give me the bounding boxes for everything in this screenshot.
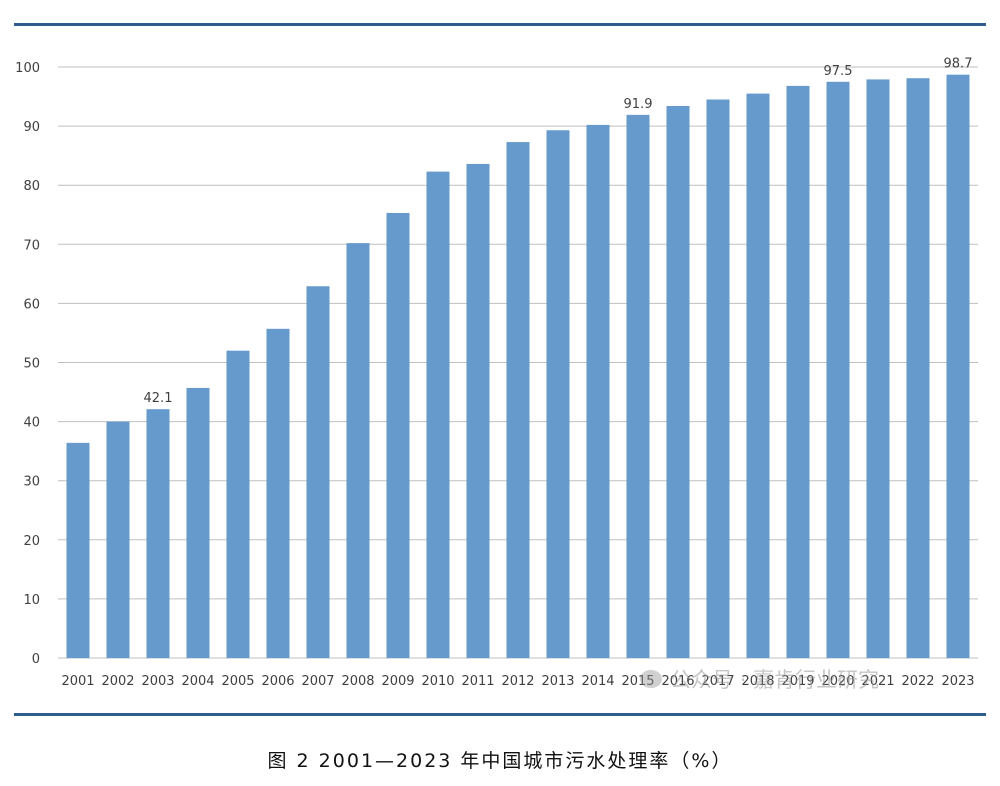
bar-2007 <box>306 286 330 658</box>
x-tick-label: 2004 <box>181 674 214 689</box>
bar-2003 <box>146 409 170 658</box>
watermark-text: 公众号 · 嘉肯行业研究 <box>670 668 880 692</box>
y-tick-label: 80 <box>23 179 40 194</box>
data-label-2020: 97.5 <box>824 64 853 79</box>
top-rule <box>14 23 986 26</box>
x-tick-label: 2019 <box>781 674 814 689</box>
y-tick-label: 30 <box>23 475 40 490</box>
data-label-2003: 42.1 <box>144 391 173 406</box>
bars <box>66 74 970 659</box>
bar-2006 <box>266 328 290 658</box>
bar-2019 <box>786 85 810 659</box>
x-tick-label: 2001 <box>61 674 94 689</box>
bar-2004 <box>186 387 210 658</box>
watermark: 公众号 · 嘉肯行业研究 <box>640 664 879 694</box>
x-tick-label: 2022 <box>901 674 934 689</box>
x-tick-label: 2009 <box>381 674 414 689</box>
x-tick-label: 2016 <box>661 674 694 689</box>
wechat-icon <box>640 670 662 688</box>
bar-2015 <box>626 114 650 659</box>
grid-lines <box>58 66 978 659</box>
bar-2013 <box>546 130 570 658</box>
y-tick-label: 70 <box>23 238 40 253</box>
bar-2016 <box>666 106 690 659</box>
x-tick-label: 2021 <box>861 674 894 689</box>
y-tick-label: 40 <box>23 416 40 431</box>
x-tick-label: 2010 <box>421 674 454 689</box>
data-label-2015: 91.9 <box>624 97 653 112</box>
x-tick-label: 2015 <box>621 674 654 689</box>
y-tick-label: 50 <box>23 357 40 372</box>
bar-2002 <box>106 421 130 658</box>
x-tick-label: 2012 <box>501 674 534 689</box>
y-tick-label: 90 <box>23 120 40 135</box>
data-labels: 42.1 91.9 97.5 98.7 <box>144 57 973 407</box>
x-tick-label: 2018 <box>741 674 774 689</box>
y-tick-label: 10 <box>23 593 40 608</box>
x-tick-label: 2002 <box>101 674 134 689</box>
y-tick-label: 100 <box>15 61 40 76</box>
bar-2021 <box>866 79 890 658</box>
bar-2014 <box>586 124 610 659</box>
x-tick-label: 2023 <box>941 674 974 689</box>
chart-frame: 0 10 20 30 40 50 60 70 80 90 100 2001 2002 2003 2004 2… <box>14 23 986 716</box>
x-tick-label: 2020 <box>821 674 854 689</box>
bar-2009 <box>386 212 410 659</box>
y-axis-ticks: 0 10 20 30 40 50 60 70 80 90 100 <box>15 61 40 667</box>
bar-2017 <box>706 99 730 658</box>
bar-2020 <box>826 81 850 658</box>
y-tick-label: 0 <box>32 652 40 667</box>
bar-2010 <box>426 171 450 658</box>
x-axis-ticks: 2001 2002 2003 2004 2005 2006 2007 2008 2009 2010… <box>61 674 974 689</box>
x-tick-label: 2014 <box>581 674 614 689</box>
bar-2022 <box>906 78 930 658</box>
x-tick-label: 2011 <box>461 674 494 689</box>
x-tick-label: 2008 <box>341 674 374 689</box>
bar-2023 <box>946 74 970 659</box>
x-tick-label: 2007 <box>301 674 334 689</box>
bar-2005 <box>226 350 250 658</box>
bar-2008 <box>346 243 370 659</box>
y-tick-label: 60 <box>23 297 40 312</box>
bar-2012 <box>506 142 530 658</box>
x-tick-label: 2005 <box>221 674 254 689</box>
bottom-rule <box>14 713 986 716</box>
x-tick-label: 2017 <box>701 674 734 689</box>
figure-caption: 图 2 2001—2023 年中国城市污水处理率（%） <box>267 750 733 772</box>
bar-2001 <box>66 442 90 658</box>
x-tick-label: 2013 <box>541 674 574 689</box>
x-tick-label: 2003 <box>141 674 174 689</box>
data-label-2023: 98.7 <box>944 57 973 72</box>
bar-2011 <box>466 163 490 658</box>
x-tick-label: 2006 <box>261 674 294 689</box>
y-tick-label: 20 <box>23 534 40 549</box>
bar-2018 <box>746 93 770 659</box>
